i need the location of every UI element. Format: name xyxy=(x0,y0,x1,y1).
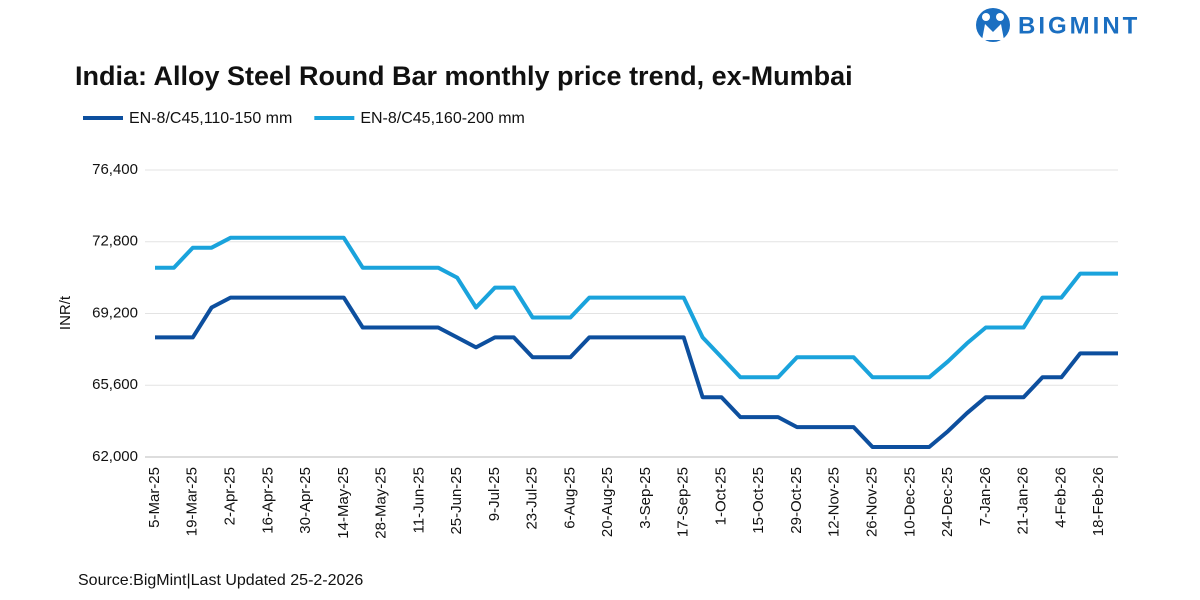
x-tick-label: 29-Oct-25 xyxy=(788,467,805,534)
x-tick-label: 16-Apr-25 xyxy=(259,467,276,534)
x-tick-label: 12-Nov-25 xyxy=(826,467,843,537)
logo: BIGMINT xyxy=(976,8,1140,42)
brand: BIGMINT xyxy=(1018,12,1140,39)
x-tick-label: 20-Aug-25 xyxy=(599,467,616,537)
x-tick-label: 24-Dec-25 xyxy=(939,467,956,537)
x-tick-label: 19-Mar-25 xyxy=(184,467,201,536)
x-tick-label: 10-Dec-25 xyxy=(901,467,918,537)
x-tick-label: 25-Jun-25 xyxy=(448,467,465,535)
logo-icon xyxy=(996,13,1004,21)
line-series xyxy=(155,295,1118,449)
y-axis-label: INR/t xyxy=(57,295,74,330)
x-tick-label: 14-May-25 xyxy=(335,467,352,539)
x-tick-label: 11-Jun-25 xyxy=(410,467,427,533)
y-tick-label: 62,000 xyxy=(92,448,138,465)
legend-label: EN-8/C45,160-200 mm xyxy=(360,110,525,127)
x-tick-label: 30-Apr-25 xyxy=(297,467,314,534)
y-tick-label: 69,200 xyxy=(92,304,138,321)
y-tick-label: 76,400 xyxy=(92,161,138,178)
x-tick-label: 2-Apr-25 xyxy=(221,467,238,525)
x-tick-label: 3-Sep-25 xyxy=(637,467,654,529)
x-tick-label: 9-Jul-25 xyxy=(486,467,503,521)
x-tick-label: 15-Oct-25 xyxy=(750,467,767,534)
logo-icon xyxy=(982,24,1004,40)
x-tick-label: 4-Feb-26 xyxy=(1052,467,1069,528)
logo-icon xyxy=(982,13,990,21)
source: Source:BigMint|Last Updated 25-2-2026 xyxy=(78,572,363,589)
y-tick-label: 65,600 xyxy=(92,376,138,393)
x-tick-label: 5-Mar-25 xyxy=(146,467,163,528)
x-tick-label: 1-Oct-25 xyxy=(712,467,729,525)
x-tick-label: 21-Jan-26 xyxy=(1015,467,1032,535)
legend-label: EN-8/C45,110-150 mm xyxy=(129,110,292,127)
x-tick-label: 7-Jan-26 xyxy=(977,467,994,526)
x-tick-label: 26-Nov-25 xyxy=(863,467,880,537)
y-tick-label: 72,800 xyxy=(92,233,138,250)
x-tick-label: 18-Feb-26 xyxy=(1090,467,1107,536)
line-series xyxy=(155,235,1118,380)
x-tick-label: 6-Aug-25 xyxy=(561,467,578,529)
x-tick-label: 17-Sep-25 xyxy=(675,467,692,537)
x-tick-label: 23-Jul-25 xyxy=(524,467,541,530)
x-tick-label: 28-May-25 xyxy=(373,467,390,539)
chart-title: India: Alloy Steel Round Bar monthly pri… xyxy=(75,61,853,91)
